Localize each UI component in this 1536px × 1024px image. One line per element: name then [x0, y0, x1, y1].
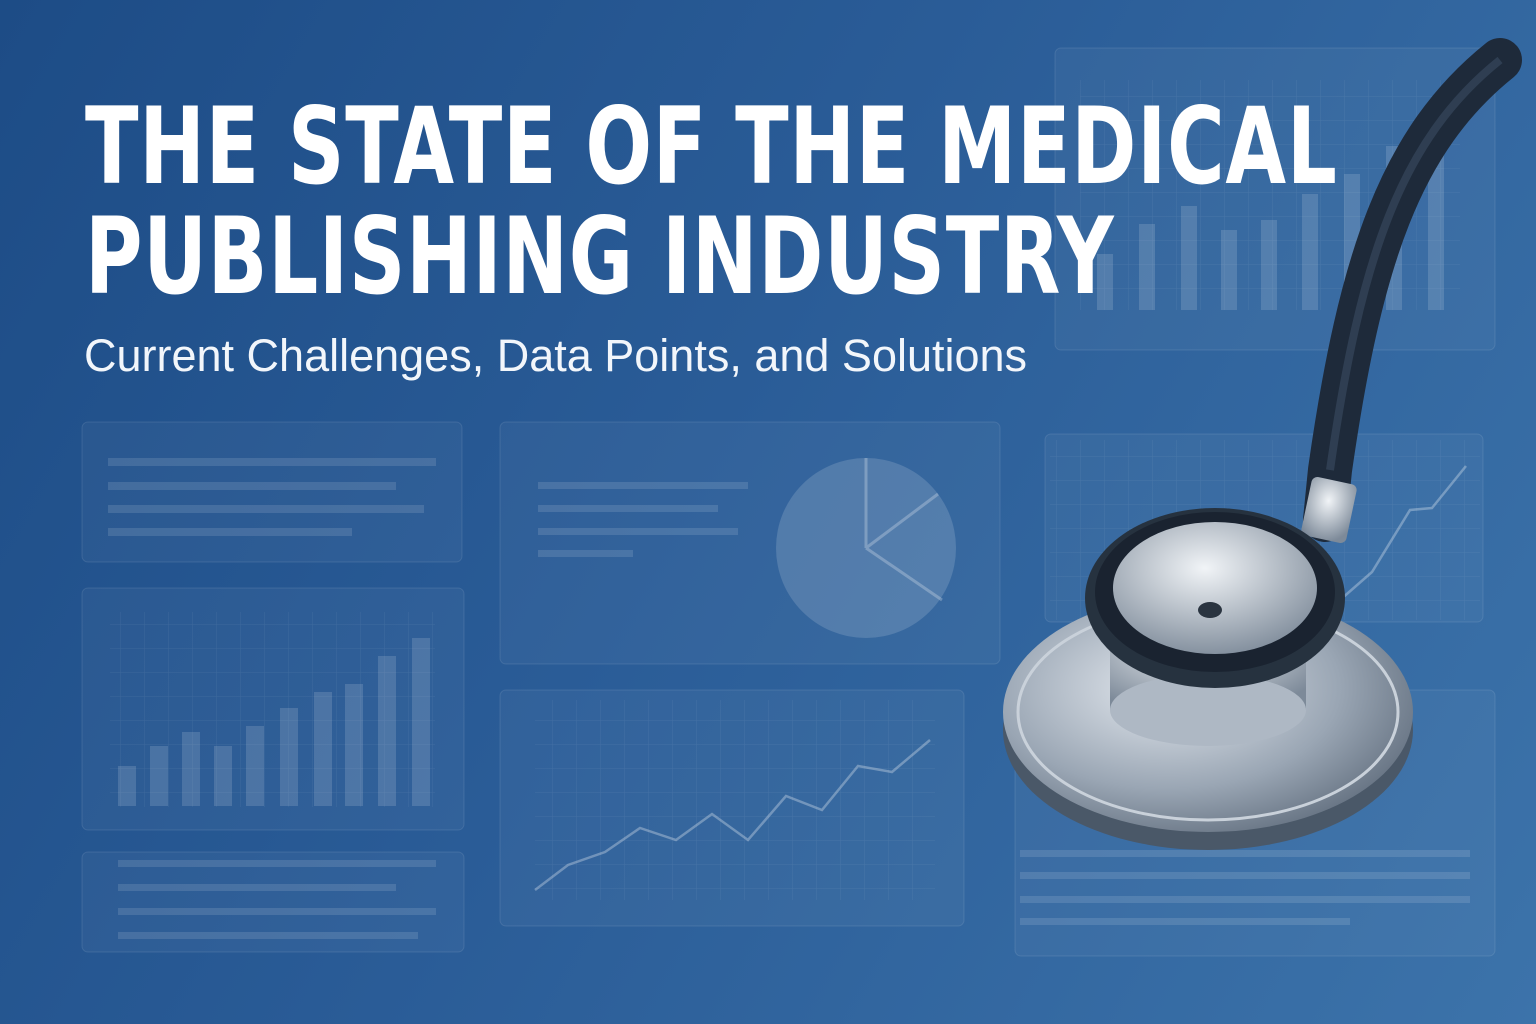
decorative-text-lines: [108, 458, 1470, 939]
subtitle: Current Challenges, Data Points, and Sol…: [84, 330, 1028, 381]
page-title: THE STATE OF THE MEDICAL PUBLISHING INDU…: [85, 92, 1338, 312]
title-line-2: PUBLISHING INDUSTRY: [85, 195, 1115, 318]
title-line-1: THE STATE OF THE MEDICAL: [85, 85, 1338, 208]
decorative-pie: [776, 458, 956, 638]
stethoscope-icon: [1003, 38, 1522, 850]
panel: [81, 851, 465, 953]
decorative-line-chart: [534, 465, 1467, 891]
panel: [499, 421, 1001, 665]
panel: [81, 421, 463, 563]
decorative-bars: [118, 112, 1444, 806]
